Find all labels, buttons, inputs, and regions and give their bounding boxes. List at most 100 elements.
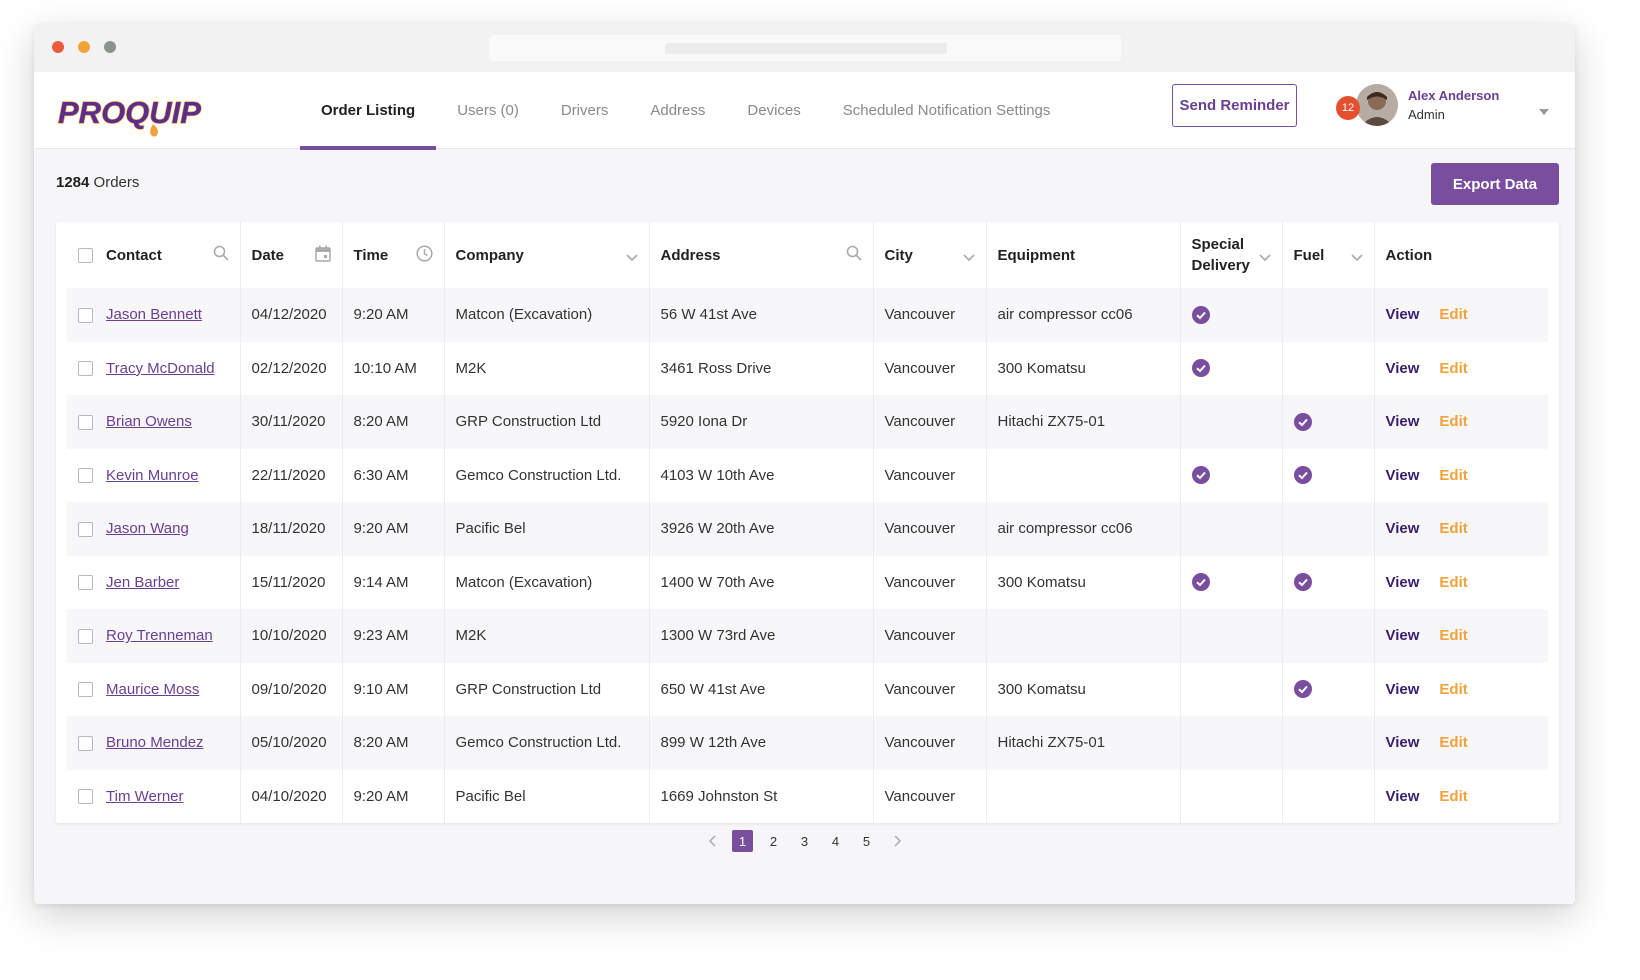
column-header-date[interactable]: Date [240, 222, 343, 288]
user-menu-chevron-down-icon[interactable] [1539, 102, 1549, 120]
view-button[interactable]: View [1385, 520, 1420, 538]
cell-date: 18/11/2020 [240, 502, 343, 556]
contact-link[interactable]: Jason Wang [106, 520, 189, 538]
tab-devices[interactable]: Devices [726, 72, 821, 149]
clock-icon[interactable] [415, 245, 433, 266]
chevron-down-icon[interactable] [962, 249, 975, 266]
edit-button[interactable]: Edit [1439, 466, 1468, 484]
column-header-time[interactable]: Time [342, 222, 445, 288]
column-header-contact[interactable]: Contact [67, 222, 241, 288]
search-icon[interactable] [846, 245, 862, 265]
table-row: Jen Barber 15/11/2020 9:14 AM Matcon (Excav… [67, 555, 1548, 610]
cell-contact: Tim Werner [67, 769, 241, 823]
view-button[interactable]: View [1385, 359, 1420, 377]
cell-fuel [1282, 288, 1375, 342]
row-checkbox[interactable] [78, 468, 93, 484]
zoom-window-button[interactable] [104, 41, 116, 53]
calendar-icon[interactable] [314, 245, 331, 266]
edit-button[interactable]: Edit [1439, 734, 1468, 752]
search-icon[interactable] [213, 245, 229, 265]
contact-link[interactable]: Tracy McDonald [106, 359, 215, 377]
tab-order-listing[interactable]: Order Listing [300, 72, 437, 150]
user-name[interactable]: Alex Anderson [1408, 88, 1500, 103]
chevron-down-icon[interactable] [625, 249, 638, 266]
row-checkbox[interactable] [78, 575, 93, 591]
contact-link[interactable]: Jen Barber [106, 573, 180, 591]
orders-count-label: Orders [93, 174, 140, 191]
view-button[interactable]: View [1385, 413, 1420, 431]
view-button[interactable]: View [1385, 466, 1420, 484]
row-checkbox[interactable] [78, 682, 93, 698]
cell-action: View Edit [1374, 556, 1548, 610]
row-checkbox[interactable] [78, 735, 93, 751]
cell-time: 8:20 AM [342, 395, 445, 449]
row-checkbox[interactable] [78, 521, 93, 537]
cell-company: Pacific Bel [444, 769, 650, 823]
edit-button[interactable]: Edit [1439, 680, 1468, 698]
edit-button[interactable]: Edit [1439, 573, 1468, 591]
cell-action: View Edit [1374, 502, 1548, 556]
row-checkbox[interactable] [78, 307, 93, 323]
tab-scheduled-notification-settings[interactable]: Scheduled Notification Settings [822, 72, 1072, 149]
page-button[interactable]: 5 [862, 833, 871, 849]
edit-button[interactable]: Edit [1439, 787, 1468, 805]
page-button[interactable]: 4 [831, 833, 840, 849]
edit-button[interactable]: Edit [1439, 306, 1468, 324]
contact-link[interactable]: Roy Trenneman [106, 627, 213, 645]
edit-button[interactable]: Edit [1439, 520, 1468, 538]
chevron-down-icon[interactable] [1350, 249, 1363, 266]
view-button[interactable]: View [1385, 627, 1420, 645]
row-checkbox[interactable] [78, 414, 93, 430]
contact-link[interactable]: Kevin Munroe [106, 466, 199, 484]
cell-city: Vancouver [873, 502, 987, 556]
page-button[interactable]: 2 [769, 833, 778, 849]
contact-link[interactable]: Tim Werner [106, 787, 184, 805]
select-all-checkbox[interactable] [78, 248, 93, 264]
minimize-window-button[interactable] [78, 41, 90, 53]
cell-time: 9:20 AM [342, 502, 445, 556]
close-window-button[interactable] [52, 41, 64, 53]
proquip-logo[interactable]: PROQUIP [56, 90, 216, 140]
orders-table: Contact Date Time Company [67, 222, 1548, 823]
cell-equipment [986, 448, 1181, 502]
contact-link[interactable]: Maurice Moss [106, 680, 200, 698]
avatar[interactable] [1356, 84, 1398, 126]
contact-link[interactable]: Bruno Mendez [106, 734, 204, 752]
row-checkbox[interactable] [78, 361, 93, 377]
column-header-company[interactable]: Company [444, 222, 650, 288]
tab-address[interactable]: Address [629, 72, 726, 149]
edit-button[interactable]: Edit [1439, 413, 1468, 431]
view-button[interactable]: View [1385, 306, 1420, 324]
cell-special-delivery [1180, 662, 1283, 716]
column-header-special-delivery[interactable]: Special Delivery [1180, 222, 1283, 288]
column-header-city[interactable]: City [873, 222, 987, 288]
check-circle-icon [1191, 305, 1210, 324]
page-button[interactable]: 1 [732, 830, 753, 852]
contact-link[interactable]: Brian Owens [106, 413, 192, 431]
previous-page-chevron-left-icon[interactable] [696, 830, 727, 852]
edit-button[interactable]: Edit [1439, 627, 1468, 645]
cell-special-delivery [1180, 288, 1283, 342]
view-button[interactable]: View [1385, 573, 1420, 591]
export-data-button[interactable]: Export Data [1431, 163, 1559, 205]
column-header-fuel[interactable]: Fuel [1282, 222, 1375, 288]
page-button[interactable]: 3 [800, 833, 809, 849]
pagination: 1 2 3 4 5 [34, 830, 1575, 852]
cell-date: 10/10/2020 [240, 609, 343, 663]
address-bar[interactable] [489, 35, 1121, 61]
chevron-down-icon[interactable] [1258, 249, 1271, 266]
edit-button[interactable]: Edit [1439, 359, 1468, 377]
view-button[interactable]: View [1385, 680, 1420, 698]
row-checkbox[interactable] [78, 789, 93, 805]
send-reminder-button[interactable]: Send Reminder [1172, 84, 1297, 127]
cell-company: Gemco Construction Ltd. [444, 448, 650, 502]
view-button[interactable]: View [1385, 734, 1420, 752]
tab-drivers[interactable]: Drivers [540, 72, 630, 149]
next-page-chevron-right-icon[interactable] [882, 830, 913, 852]
column-header-address[interactable]: Address [649, 222, 874, 288]
view-button[interactable]: View [1385, 787, 1420, 805]
contact-link[interactable]: Jason Bennett [106, 306, 202, 324]
tab-users[interactable]: Users (0) [436, 72, 540, 149]
notification-badge[interactable]: 12 [1336, 96, 1360, 120]
row-checkbox[interactable] [78, 628, 93, 644]
